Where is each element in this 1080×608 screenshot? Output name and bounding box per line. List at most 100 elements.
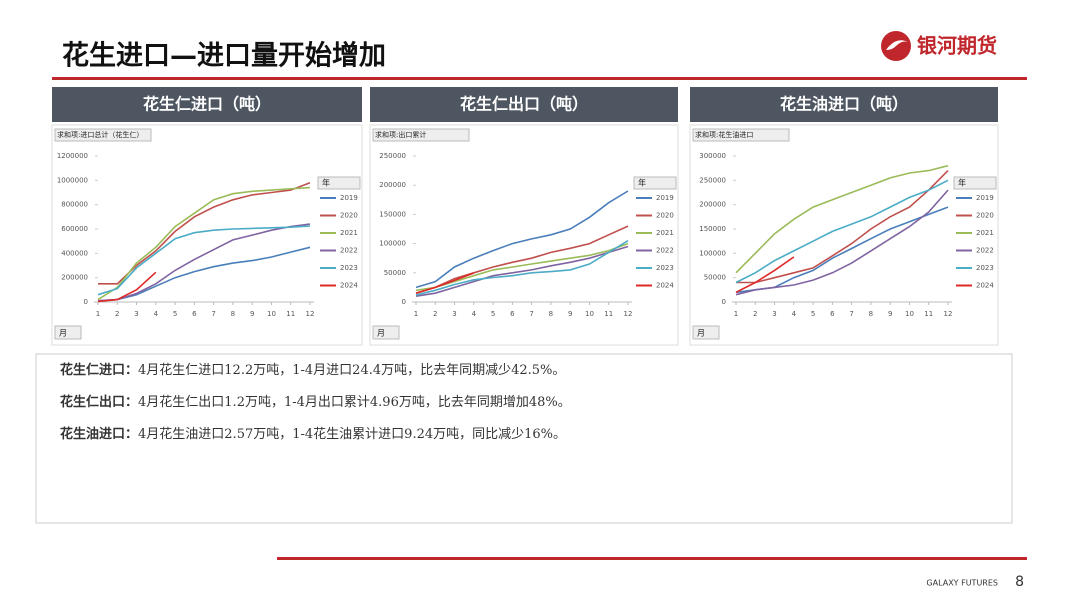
- x-field-button: [54, 325, 82, 340]
- y-tick-label: 1000000: [57, 176, 88, 184]
- x-tick-label: 4: [154, 310, 159, 318]
- note: 花生仁出口：4月花生仁出口1.2万吨，1-4月出口累计4.96万吨，比去年同期增…: [60, 394, 571, 410]
- series-line: [415, 240, 629, 296]
- y-tick-label: 200000: [379, 181, 406, 189]
- slide-title: 花生进口—进口量开始增加: [62, 40, 386, 72]
- subtitle-box: [372, 128, 470, 142]
- x-tick-label: 7: [529, 310, 533, 318]
- x-tick-label: 4: [472, 310, 477, 318]
- y-tick-label: 250000: [699, 176, 726, 184]
- x-tick-label: 4: [792, 310, 797, 318]
- legend-label: 2020: [976, 212, 994, 220]
- chart-subtitle: 求和项:进口总计（花生仁）: [57, 130, 143, 139]
- logo: 银河期货: [881, 31, 997, 61]
- legend-label: 2024: [976, 282, 994, 290]
- legend-title-box: [633, 176, 677, 190]
- x-tick-label: 7: [849, 310, 853, 318]
- legend-label: 2022: [976, 247, 994, 255]
- legend-label: 2024: [340, 282, 358, 290]
- series-line: [97, 225, 311, 296]
- x-tick-label: 8: [231, 310, 235, 318]
- subtitle-box: [692, 128, 790, 142]
- legend-label: 2019: [976, 194, 994, 202]
- footer-brand: GALAXY FUTURES: [926, 579, 998, 588]
- x-tick-label: 12: [624, 310, 633, 318]
- y-tick-label: 150000: [699, 225, 726, 233]
- subtitle-box: [54, 128, 152, 142]
- legend-label: 2023: [340, 264, 358, 272]
- x-field-button: [372, 325, 400, 340]
- x-tick-label: 1: [96, 310, 100, 318]
- series-line: [97, 186, 311, 301]
- x-tick-label: 11: [286, 310, 295, 318]
- x-tick-label: 10: [585, 310, 594, 318]
- series-line: [415, 190, 629, 289]
- panel-title: 花生油进口（吨）: [780, 95, 908, 114]
- y-tick-label: 200000: [61, 274, 88, 282]
- legend-title: 年: [958, 178, 966, 188]
- legend-title: 年: [322, 178, 330, 188]
- series-line: [97, 246, 311, 302]
- legend-label: 2021: [656, 229, 674, 237]
- legend-label: 2019: [340, 194, 358, 202]
- x-tick-label: 3: [772, 310, 776, 318]
- y-tick-label: 600000: [61, 225, 88, 233]
- legend-label: 2023: [976, 264, 994, 272]
- x-tick-label: 12: [944, 310, 953, 318]
- x-tick-label: 12: [306, 310, 315, 318]
- x-tick-label: 5: [173, 310, 177, 318]
- logo-text: 银河期货: [917, 34, 997, 58]
- logo-swoosh: [886, 40, 908, 50]
- series-line: [98, 182, 311, 285]
- series-line: [735, 164, 949, 274]
- x-tick-label: 10: [905, 310, 914, 318]
- y-tick-label: 300000: [699, 152, 726, 160]
- y-tick-label: 250000: [379, 152, 406, 160]
- y-tick-label: 400000: [61, 249, 88, 257]
- legend-label: 2020: [340, 212, 358, 220]
- note-text: 4月花生仁出口1.2万吨，1-4月出口累计4.96万吨，比去年同期增加48%。: [138, 394, 571, 410]
- x-axis-label: 月: [377, 329, 385, 338]
- legend-label: 2021: [340, 229, 358, 237]
- series-line: [415, 225, 629, 294]
- series-line: [97, 223, 311, 302]
- note-text: 4月花生油进口2.57万吨，1-4花生油累计进口9.24万吨，同比减少16%。: [138, 426, 566, 442]
- x-axis-label: 月: [697, 329, 705, 338]
- x-tick-label: 6: [830, 310, 835, 318]
- y-tick-label: 0: [84, 298, 88, 306]
- x-tick-label: 6: [192, 310, 197, 318]
- legend-label: 2022: [656, 247, 674, 255]
- notes-box: [35, 353, 1013, 524]
- x-tick-label: 1: [734, 310, 738, 318]
- footer-rule: [277, 557, 1027, 560]
- legend-label: 2023: [656, 264, 674, 272]
- panel-header: [690, 87, 998, 122]
- panel-title: 花生仁出口（吨）: [460, 95, 588, 114]
- y-tick-label: 50000: [384, 269, 406, 277]
- note-label: 花生油进口：: [60, 426, 138, 442]
- y-tick-label: 1200000: [57, 152, 88, 160]
- chart-box: [369, 124, 679, 346]
- panel-title: 花生仁进口（吨）: [143, 95, 271, 114]
- x-tick-label: 9: [888, 310, 892, 318]
- y-tick-label: 100000: [379, 240, 406, 248]
- x-tick-label: 3: [134, 310, 138, 318]
- series-line: [415, 272, 475, 294]
- note-label: 花生仁进口：: [60, 362, 138, 378]
- y-tick-label: 150000: [379, 210, 406, 218]
- legend-label: 2022: [340, 247, 358, 255]
- x-tick-label: 2: [433, 310, 437, 318]
- legend-title: 年: [638, 178, 646, 188]
- x-tick-label: 10: [267, 310, 276, 318]
- y-tick-label: 800000: [61, 201, 88, 209]
- note-label: 花生仁出口：: [60, 394, 138, 410]
- y-tick-label: 0: [402, 298, 406, 306]
- legend-title-box: [317, 176, 361, 190]
- x-tick-label: 8: [549, 310, 553, 318]
- series-line: [415, 242, 629, 292]
- x-tick-label: 11: [604, 310, 613, 318]
- y-tick-label: 50000: [704, 274, 726, 282]
- note: 花生油进口：4月花生油进口2.57万吨，1-4花生油累计进口9.24万吨，同比减…: [60, 426, 566, 442]
- chart-subtitle: 求和项:出口累计: [375, 130, 426, 139]
